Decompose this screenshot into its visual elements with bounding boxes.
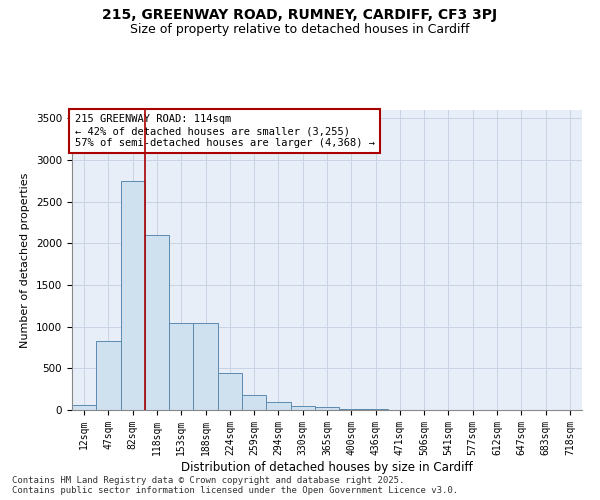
Bar bbox=[169, 322, 193, 410]
X-axis label: Distribution of detached houses by size in Cardiff: Distribution of detached houses by size … bbox=[181, 460, 473, 473]
Text: 215, GREENWAY ROAD, RUMNEY, CARDIFF, CF3 3PJ: 215, GREENWAY ROAD, RUMNEY, CARDIFF, CF3… bbox=[103, 8, 497, 22]
Bar bbox=[72, 405, 96, 410]
Bar bbox=[193, 322, 218, 410]
Y-axis label: Number of detached properties: Number of detached properties bbox=[20, 172, 31, 348]
Text: 215 GREENWAY ROAD: 114sqm
← 42% of detached houses are smaller (3,255)
57% of se: 215 GREENWAY ROAD: 114sqm ← 42% of detac… bbox=[74, 114, 374, 148]
Text: Contains HM Land Registry data © Crown copyright and database right 2025.
Contai: Contains HM Land Registry data © Crown c… bbox=[12, 476, 458, 495]
Bar bbox=[315, 407, 339, 410]
Text: Size of property relative to detached houses in Cardiff: Size of property relative to detached ho… bbox=[130, 22, 470, 36]
Bar bbox=[96, 341, 121, 410]
Bar bbox=[339, 409, 364, 410]
Bar bbox=[218, 374, 242, 410]
Bar bbox=[364, 409, 388, 410]
Bar bbox=[145, 235, 169, 410]
Bar bbox=[121, 181, 145, 410]
Bar bbox=[290, 406, 315, 410]
Bar bbox=[242, 396, 266, 410]
Bar bbox=[266, 402, 290, 410]
